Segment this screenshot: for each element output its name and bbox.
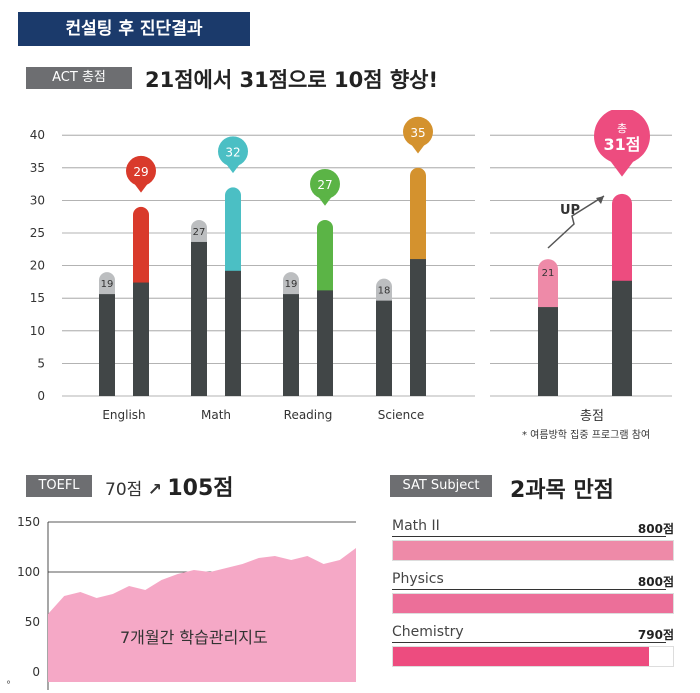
sat-score-bar — [393, 647, 650, 666]
toefl-chart: 0 50 100 150 — [17, 515, 356, 690]
bar-before-label: 19 — [101, 279, 114, 290]
x-tick-label: Science — [378, 408, 425, 422]
sat-subject-row: Physics 800점 — [392, 565, 674, 618]
total-value-bubble-circle — [594, 110, 650, 164]
bar-after — [410, 259, 426, 396]
act-total-label: 총점 — [580, 409, 604, 424]
value-bubble — [403, 116, 433, 154]
bar-before — [191, 241, 207, 396]
y-tick-label: 0 — [32, 665, 40, 679]
sat-divider — [392, 536, 666, 537]
bar-before — [283, 294, 299, 396]
y-tick-label: 10 — [30, 324, 45, 338]
bullet-mark: ° — [6, 680, 11, 691]
bar-before — [376, 300, 392, 396]
sat-score-track — [392, 646, 674, 667]
bar-after — [133, 282, 149, 396]
total-bar-after — [612, 280, 632, 396]
sat-score-track — [392, 593, 674, 614]
sat-score-bar — [393, 594, 673, 613]
total-value-bubble-pointer — [609, 159, 635, 177]
bar-after — [317, 290, 333, 396]
sat-subject-score: 790점 — [637, 628, 674, 642]
sat-score-bar — [393, 541, 673, 560]
bar-before — [99, 294, 115, 396]
value-bubble-pointer — [411, 144, 425, 154]
total-bubble-top: 총 — [617, 122, 627, 135]
act-headline: 21점에서 31점으로 10점 향상! — [145, 68, 439, 92]
value-bubble-circle — [218, 136, 248, 167]
sat-divider — [392, 589, 666, 590]
value-bubble-circle — [310, 168, 340, 199]
x-tick-label: Reading — [284, 408, 333, 422]
y-tick-label: 20 — [30, 259, 45, 273]
total-bar-before — [538, 307, 558, 396]
sat-subject-row: Chemistry 790점 — [392, 618, 674, 671]
sat-headline: 2과목 만점 — [510, 478, 614, 503]
up-label: UP — [560, 203, 580, 218]
value-bubble-pointer — [134, 183, 148, 193]
bar-after — [225, 270, 241, 396]
value-bubble — [310, 168, 340, 206]
value-bubble-pointer — [318, 196, 332, 206]
page-title: 컨설팅 후 진단결과 — [18, 12, 250, 46]
toefl-tag: TOEFL — [26, 475, 92, 497]
y-tick-label: 40 — [30, 128, 45, 142]
toefl-from: 70점 — [105, 480, 143, 500]
bar-before-label: 19 — [285, 279, 298, 290]
x-tick-label: Math — [201, 408, 231, 422]
act-chart: 0 5 10 15 20 25 30 35 40 19 29 English 27 32 Math 19 27… — [30, 110, 672, 422]
y-tick-label: 5 — [37, 356, 45, 370]
bar-before-label: 18 — [378, 286, 391, 297]
y-tick-label: 35 — [30, 161, 45, 175]
sat-subject-list: Math II 800점 Physics 800점 Chemistry 790점 — [392, 512, 674, 671]
act-tag: ACT 총점 — [26, 67, 132, 89]
bar-after-label: 29 — [133, 165, 148, 179]
value-bubble-circle — [126, 155, 156, 186]
y-tick-label: 150 — [17, 515, 40, 529]
sat-subject-name: Math II — [392, 518, 440, 534]
total-bar-before-label: 21 — [542, 268, 555, 279]
y-tick-label: 100 — [17, 565, 40, 579]
y-tick-label: 25 — [30, 226, 45, 240]
value-bubble — [218, 136, 248, 174]
x-tick-label: English — [102, 408, 145, 422]
sat-tag: SAT Subject — [390, 475, 492, 497]
bar-before-label: 27 — [193, 227, 206, 238]
y-tick-label: 30 — [30, 193, 45, 207]
total-bubble-bottom: 31점 — [604, 135, 641, 154]
bar-after-label: 35 — [410, 126, 425, 140]
sat-subject-score: 800점 — [637, 575, 674, 589]
bar-after-label: 27 — [317, 178, 332, 192]
sat-subject-score: 800점 — [637, 522, 674, 536]
trend-arrow-icon: ↗ — [147, 480, 162, 500]
y-tick-label: 50 — [25, 615, 40, 629]
up-arrow-icon — [547, 195, 605, 249]
up-arrowhead-icon — [596, 196, 604, 204]
sat-subject-row: Math II 800점 — [392, 512, 674, 565]
act-total-note: * 여름방학 집중 프로그램 참여 — [522, 430, 651, 441]
y-tick-label: 0 — [37, 389, 45, 403]
value-bubble — [126, 155, 156, 193]
value-bubble-circle — [403, 116, 433, 147]
toefl-to: 105점 — [167, 476, 234, 501]
y-tick-label: 15 — [30, 291, 45, 305]
sat-subject-name: Chemistry — [392, 624, 464, 640]
sat-divider — [392, 642, 666, 643]
toefl-area-label: 7개월간 학습관리지도 — [120, 628, 268, 647]
sat-subject-name: Physics — [392, 571, 444, 587]
value-bubble-pointer — [226, 164, 240, 174]
total-value-bubble — [594, 110, 650, 177]
bar-after-label: 32 — [225, 145, 240, 159]
toefl-area — [48, 548, 356, 682]
sat-score-track — [392, 540, 674, 561]
